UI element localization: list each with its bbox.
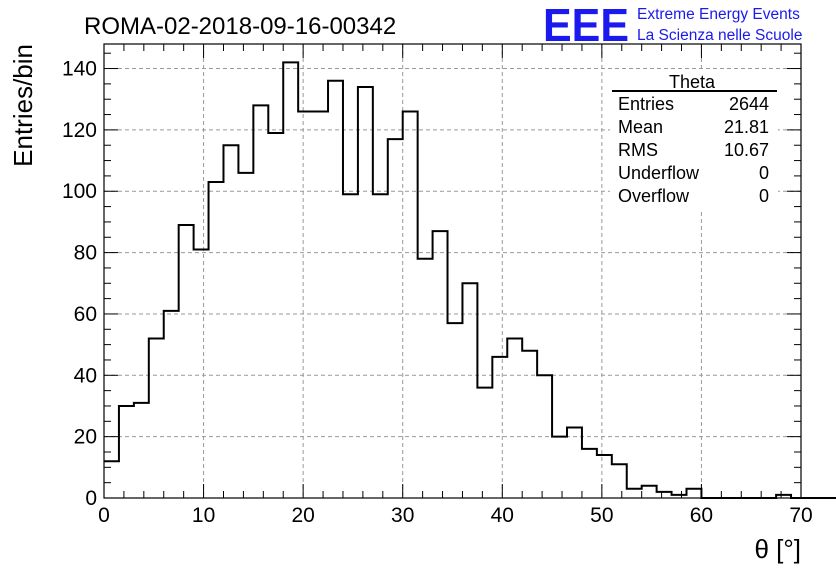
y-tick-label: 80 bbox=[74, 242, 97, 265]
stats-row-label: Overflow bbox=[618, 186, 690, 206]
histogram-bin bbox=[313, 111, 328, 498]
histogram-bin bbox=[462, 283, 477, 498]
stats-row-value: 2644 bbox=[729, 94, 769, 114]
y-tick-label: 100 bbox=[62, 180, 97, 203]
histogram-bin bbox=[283, 62, 298, 498]
stats-row-label: Mean bbox=[618, 117, 663, 137]
histogram-bin bbox=[582, 449, 597, 498]
x-tick-label: 40 bbox=[491, 504, 514, 527]
y-tick-label: 40 bbox=[74, 364, 97, 387]
histogram-bin bbox=[238, 173, 253, 498]
stats-row-value: 21.81 bbox=[724, 117, 769, 137]
histogram-bin bbox=[567, 427, 582, 498]
x-tick-label: 0 bbox=[98, 504, 110, 527]
histogram-bin bbox=[223, 145, 238, 498]
histogram-bin bbox=[164, 311, 179, 498]
stats-row-label: Underflow bbox=[618, 163, 700, 183]
histogram-bin bbox=[388, 139, 403, 498]
eee-logo: EEE Extreme Energy Events La Scienza nel… bbox=[543, 0, 802, 51]
histogram-bin bbox=[328, 81, 343, 498]
stats-row-label: Entries bbox=[618, 94, 674, 114]
histogram-bin bbox=[612, 464, 627, 498]
y-axis-label: Entries/bin bbox=[8, 44, 38, 167]
histogram-bin bbox=[657, 492, 672, 498]
logo-mark: EEE bbox=[543, 0, 629, 51]
x-tick-label: 70 bbox=[789, 504, 812, 527]
y-tick-label: 20 bbox=[74, 426, 97, 449]
stats-row-label: RMS bbox=[618, 140, 658, 160]
histogram-bin bbox=[209, 182, 224, 498]
stats-box-title: Theta bbox=[669, 72, 716, 92]
histogram-bin bbox=[448, 323, 463, 498]
histogram-bin bbox=[119, 406, 134, 498]
axis-tick-labels: 0 10 20 30 40 50 60 70 0 20 40 60 80 100 120 140 bbox=[62, 58, 813, 527]
y-tick-label: 140 bbox=[62, 58, 97, 81]
histogram-bin bbox=[642, 486, 657, 498]
histogram-bin bbox=[403, 111, 418, 498]
histogram-bin bbox=[134, 403, 149, 498]
logo-line-1: Extreme Energy Events bbox=[637, 6, 800, 23]
histogram-bin bbox=[522, 351, 537, 498]
stats-row-value: 10.67 bbox=[724, 140, 769, 160]
plot-frame bbox=[103, 43, 802, 499]
histogram-bin bbox=[179, 225, 194, 498]
y-tick-label: 60 bbox=[74, 303, 97, 326]
stats-box-rows: Entries 2644 Mean 21.81 RMS 10.67 Underflow 0 Ov… bbox=[618, 94, 769, 206]
histogram-bin bbox=[597, 455, 612, 498]
y-tick-label: 0 bbox=[85, 487, 97, 510]
histogram-bin bbox=[418, 259, 433, 498]
axis-ticks bbox=[103, 44, 802, 499]
stats-box-background bbox=[610, 72, 778, 210]
histogram-bin bbox=[194, 250, 209, 498]
histogram-bin bbox=[373, 194, 388, 498]
y-tick-label: 120 bbox=[62, 119, 97, 142]
histogram-bin bbox=[149, 338, 164, 498]
histogram-bin bbox=[477, 388, 492, 498]
histogram-bin bbox=[492, 357, 507, 498]
stats-row-value: 0 bbox=[759, 186, 769, 206]
stats-box: Theta Entries 2644 Mean 21.81 RMS 10.67 Underf… bbox=[610, 72, 778, 210]
stats-row-value: 0 bbox=[759, 163, 769, 183]
axes-frame bbox=[103, 43, 802, 499]
histogram-bin bbox=[343, 194, 358, 498]
x-tick-label: 60 bbox=[690, 504, 713, 527]
histogram-bin bbox=[686, 489, 701, 498]
histogram-bin bbox=[268, 133, 283, 498]
histogram-bin bbox=[358, 87, 373, 498]
x-tick-label: 30 bbox=[391, 504, 414, 527]
x-tick-label: 10 bbox=[192, 504, 215, 527]
histogram-bin bbox=[298, 111, 313, 498]
histogram-bin bbox=[552, 437, 567, 498]
x-tick-label: 20 bbox=[291, 504, 314, 527]
grid-lines bbox=[104, 44, 801, 498]
logo-line-2: La Scienza nelle Scuole bbox=[637, 27, 802, 44]
histogram-bin bbox=[433, 231, 448, 498]
histogram-bin bbox=[253, 105, 268, 498]
chart-title: ROMA-02-2018-09-16-00342 bbox=[84, 13, 396, 40]
histogram-bin bbox=[507, 338, 522, 498]
histogram-bin bbox=[537, 375, 552, 498]
histogram-bin bbox=[104, 461, 119, 498]
histogram-bin bbox=[627, 489, 642, 498]
x-tick-label: 50 bbox=[590, 504, 613, 527]
x-axis-label: θ [°] bbox=[754, 534, 801, 564]
